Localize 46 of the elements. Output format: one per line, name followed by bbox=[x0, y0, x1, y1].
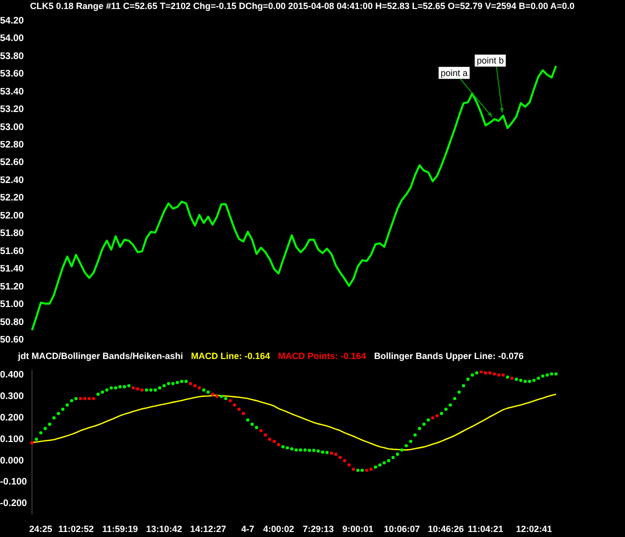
y-tick-label: 0.100 bbox=[0, 434, 24, 445]
x-tick-label: 11:59:19 bbox=[102, 524, 138, 534]
x-tick-label: 11:04:21 bbox=[468, 524, 504, 534]
text: MACD Line: -0.164 bbox=[191, 351, 270, 361]
x-tick-label: 4-7 bbox=[241, 524, 254, 534]
y-tick-label: -0.200 bbox=[0, 498, 27, 510]
y-tick-label: 51.80 bbox=[0, 228, 24, 240]
x-tick-label: 11:02:52 bbox=[58, 524, 94, 534]
y-tick-label: 0.300 bbox=[0, 391, 24, 402]
x-tick-label: 10:46:26 bbox=[428, 524, 464, 534]
text: MACD Points: -0.164 bbox=[278, 351, 366, 361]
y-tick-label: 53.60 bbox=[0, 68, 24, 80]
y-tick-label: 51.40 bbox=[0, 264, 24, 275]
y-tick-label: 52.80 bbox=[0, 139, 24, 150]
y-tick-label: 54.00 bbox=[0, 33, 24, 44]
y-tick-label: 0.200 bbox=[0, 412, 24, 424]
y-tick-label: 53.80 bbox=[0, 50, 24, 62]
y-tick-label: 53.20 bbox=[0, 104, 24, 116]
x-tick-label: 14:12:27 bbox=[190, 524, 226, 534]
y-tick-label: 51.20 bbox=[0, 281, 24, 292]
x-tick-label: 10:06:07 bbox=[384, 524, 420, 534]
x-tick-label: 24:25 bbox=[29, 524, 52, 534]
x-tick-label: 12:02:41 bbox=[516, 524, 552, 534]
y-tick-label: 51.60 bbox=[0, 246, 24, 257]
y-tick-label: 53.00 bbox=[0, 122, 24, 133]
chart-title: CLK5 0.18 Range #11 C=52.65 T=2102 Chg=-0.15 DChg=0.00 2015-04-08 04:41:00 H=52.83 L=52.65 O=52.79 V=2594 B=0.00 A=0.0 bbox=[30, 1, 575, 11]
y-tick-label: 52.20 bbox=[0, 192, 24, 204]
y-tick-label: 54.20 bbox=[0, 15, 24, 26]
y-tick-label: 50.80 bbox=[0, 316, 24, 328]
y-tick-label: 50.60 bbox=[0, 334, 24, 346]
y-tick-label: 52.40 bbox=[0, 174, 24, 186]
annotation: point b bbox=[476, 56, 504, 66]
chart-title: jdt MACD/Bollinger Bands/Heiken-ashi bbox=[18, 351, 184, 361]
y-tick-label: 51.00 bbox=[0, 299, 24, 310]
y-tick-label: 0.400 bbox=[0, 370, 24, 381]
x-tick-label: 9:00:01 bbox=[342, 524, 374, 534]
x-tick-label: 7:29:13 bbox=[302, 524, 334, 534]
x-tick-label: 4:00:02 bbox=[263, 524, 294, 534]
y-tick-label: -0.100 bbox=[0, 476, 27, 488]
annotation: point a bbox=[440, 68, 468, 78]
y-tick-label: 0.000 bbox=[0, 455, 24, 466]
y-tick-label: 53.40 bbox=[0, 86, 24, 98]
y-tick-label: 52.60 bbox=[0, 157, 24, 168]
x-tick-label: 13:10:42 bbox=[146, 524, 182, 534]
text: Bollinger Bands Upper Line: -0.076 bbox=[374, 351, 524, 361]
y-tick-label: 52.00 bbox=[0, 210, 24, 222]
